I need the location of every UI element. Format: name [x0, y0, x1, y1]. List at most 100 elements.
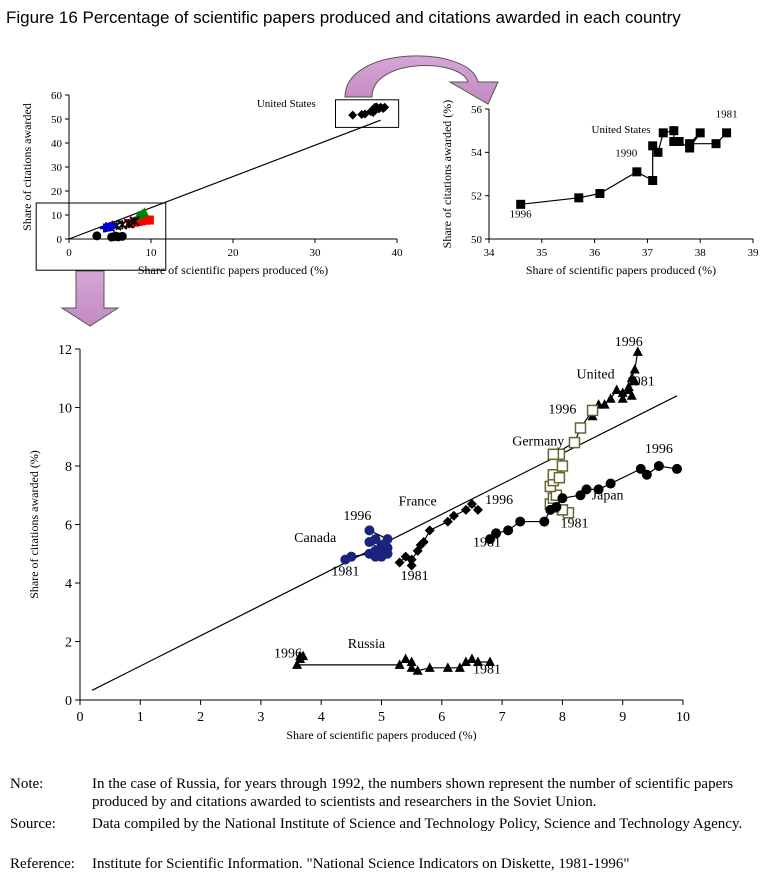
data-point [117, 231, 127, 241]
y-tick-label: 50 [471, 234, 483, 246]
data-point [346, 551, 357, 562]
data-point [632, 167, 642, 177]
reference-line [68, 119, 381, 240]
reference-key: Reference: [10, 856, 75, 872]
data-point [394, 659, 405, 669]
annotation-label: Japan [592, 489, 624, 504]
data-point [617, 393, 628, 403]
data-point [629, 363, 640, 374]
data-point [674, 137, 684, 146]
y-tick-label: 52 [471, 191, 482, 203]
x-tick-label: 0 [66, 247, 72, 259]
y-tick-label: 20 [51, 186, 63, 198]
data-point [557, 493, 568, 504]
x-tick-label: 39 [748, 247, 760, 259]
x-tick-label: 35 [536, 247, 548, 259]
annotation-label: 1996 [615, 335, 643, 350]
data-point [648, 176, 658, 185]
data-point [574, 193, 584, 203]
note-text: In the case of Russia, for years through… [92, 776, 734, 810]
y-axis-title: Share of citations awarded (%) [27, 450, 41, 599]
data-point [466, 653, 477, 664]
data-point [295, 650, 306, 661]
y-tick-label: 50 [51, 114, 63, 126]
series-circle [92, 231, 127, 242]
x-tick-label: 4 [318, 710, 325, 725]
data-point [442, 662, 453, 672]
data-point [658, 128, 668, 138]
y-tick-label: 60 [51, 90, 63, 102]
annotation-label: 1981 [401, 569, 429, 584]
series-russia [292, 650, 496, 675]
us-label: United States [257, 98, 316, 110]
data-point [605, 478, 616, 489]
y-tick-label: 2 [65, 635, 72, 650]
y-tick-label: 12 [58, 343, 72, 358]
annotation-label: 1996 [343, 509, 371, 524]
y-tick-label: 10 [51, 210, 63, 222]
data-point [595, 189, 605, 198]
x-tick-label: 6 [438, 710, 445, 725]
x-tick-label: 20 [228, 247, 240, 259]
series-united-states [516, 126, 732, 209]
data-point [472, 656, 483, 666]
data-point [574, 422, 587, 434]
data-point [442, 516, 453, 527]
data-point [123, 218, 134, 229]
series-france [394, 499, 483, 571]
data-point [605, 393, 616, 403]
y-tick-label: 40 [51, 138, 63, 150]
data-point [722, 128, 732, 138]
y-axis-title: Share of citations awarded [20, 103, 34, 231]
reference-text: Institute for Scientific Information. "N… [92, 856, 630, 872]
x-tick-label: 10 [676, 710, 690, 725]
data-point [448, 510, 459, 521]
series-cross [99, 221, 117, 233]
y-tick-label: 8 [65, 460, 72, 475]
data-point [641, 469, 652, 480]
data-point [129, 216, 140, 227]
data-point [491, 528, 502, 539]
y-tick-label: 0 [65, 694, 72, 709]
x-tick-label: 7 [499, 710, 506, 725]
data-point [400, 653, 411, 664]
data-point [418, 537, 429, 548]
y-tick-label: 56 [471, 104, 483, 116]
y-tick-label: 10 [58, 401, 72, 416]
data-point [669, 126, 679, 136]
annotation-label: 1990 [615, 148, 638, 160]
data-point [107, 221, 117, 231]
data-point [551, 501, 562, 512]
x-tick-label: 3 [257, 710, 264, 725]
x-axis-title: Share of scientific papers produced (%) [526, 263, 716, 277]
data-point [671, 463, 682, 474]
data-point [593, 484, 604, 495]
figure-title: Figure 16 Percentage of scientific paper… [6, 8, 681, 27]
data-point [454, 662, 465, 672]
data-point [547, 448, 560, 461]
data-point [382, 548, 393, 559]
data-point [92, 231, 102, 241]
note-key: Note: [10, 776, 44, 792]
annotation-label: United [577, 367, 615, 382]
data-point [516, 199, 526, 209]
overview-chart: 0 10 20 30 40 0 10 20 30 40 50 60 Share of scientifi… [20, 90, 403, 277]
series-germany [544, 404, 599, 519]
data-point [611, 384, 622, 394]
data-point [364, 525, 375, 536]
data-point [348, 110, 358, 120]
detail-zoom-box [35, 202, 167, 271]
data-point [406, 560, 417, 571]
data-point [632, 346, 643, 356]
series-line [520, 129, 728, 205]
data-point [394, 557, 405, 568]
x-tick-label: 38 [695, 247, 707, 259]
x-tick-label: 10 [146, 247, 158, 259]
x-axis-title: Share of scientific papers produced (%) [286, 728, 476, 742]
data-point [460, 504, 471, 515]
annotation-label: United States [592, 124, 651, 136]
series-canada [340, 525, 393, 565]
data-point [380, 102, 390, 112]
zoom-arrow-down [60, 270, 120, 327]
